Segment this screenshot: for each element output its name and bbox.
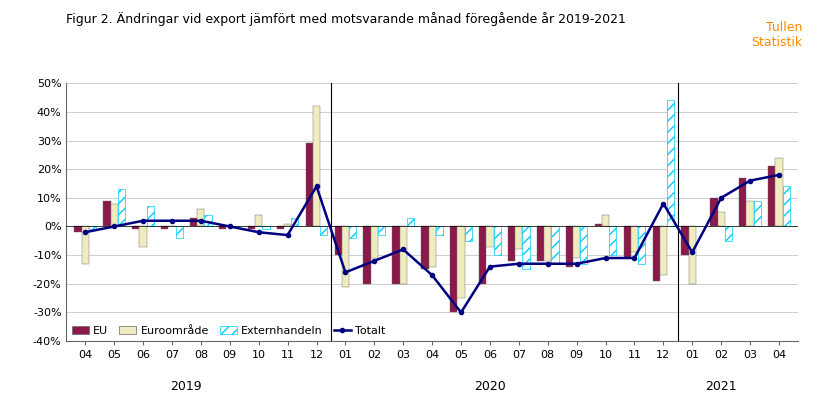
Bar bbox=[89, 226, 96, 229]
Bar bbox=[508, 226, 515, 261]
Bar bbox=[740, 178, 746, 226]
Bar bbox=[363, 226, 371, 284]
Bar bbox=[681, 226, 689, 255]
Bar bbox=[638, 226, 646, 264]
Bar bbox=[783, 186, 789, 226]
Bar bbox=[118, 189, 125, 226]
Bar bbox=[313, 106, 320, 226]
Bar bbox=[378, 226, 385, 235]
Bar bbox=[573, 226, 580, 258]
Bar bbox=[717, 212, 725, 226]
Bar bbox=[400, 226, 407, 284]
Bar bbox=[284, 224, 291, 226]
Bar bbox=[349, 226, 356, 238]
Bar bbox=[407, 218, 414, 226]
Bar bbox=[595, 224, 602, 226]
Bar bbox=[660, 226, 667, 275]
Bar bbox=[457, 226, 465, 298]
Bar bbox=[486, 226, 494, 247]
Bar bbox=[342, 226, 349, 287]
Bar bbox=[580, 226, 588, 264]
Bar bbox=[746, 201, 754, 226]
Bar bbox=[421, 226, 429, 270]
Bar bbox=[161, 226, 169, 229]
Bar bbox=[335, 226, 342, 255]
Text: Tullen
Statistik: Tullen Statistik bbox=[750, 21, 802, 49]
Bar bbox=[392, 226, 400, 284]
Bar bbox=[544, 226, 551, 261]
Bar bbox=[277, 226, 284, 229]
Bar bbox=[450, 226, 457, 312]
Bar bbox=[515, 226, 523, 250]
Text: 2019: 2019 bbox=[170, 380, 202, 393]
Bar bbox=[204, 215, 212, 226]
Bar bbox=[320, 226, 327, 235]
Bar bbox=[197, 209, 204, 226]
Bar bbox=[429, 226, 435, 267]
Bar bbox=[140, 226, 147, 247]
Bar bbox=[689, 226, 696, 284]
Bar bbox=[255, 215, 263, 226]
Bar bbox=[775, 158, 783, 226]
Bar bbox=[566, 226, 573, 267]
Text: 2021: 2021 bbox=[706, 380, 737, 393]
Bar bbox=[479, 226, 486, 284]
Bar bbox=[291, 218, 298, 226]
Bar bbox=[132, 226, 140, 229]
Bar bbox=[609, 226, 617, 255]
Bar bbox=[81, 226, 89, 264]
Bar bbox=[435, 226, 443, 235]
Bar bbox=[263, 226, 269, 229]
Bar bbox=[103, 201, 111, 226]
Bar bbox=[667, 100, 674, 226]
Bar bbox=[190, 218, 197, 226]
Text: Figur 2. Ändringar vid export jämfört med motsvarande månad föregående år 2019-2: Figur 2. Ändringar vid export jämfört me… bbox=[66, 12, 627, 27]
Bar bbox=[175, 226, 183, 238]
Bar bbox=[147, 206, 154, 226]
Text: 2020: 2020 bbox=[474, 380, 506, 393]
Bar bbox=[75, 226, 81, 232]
Bar bbox=[725, 226, 732, 241]
Legend: EU, Euroområde, Externhandeln, Totalt: EU, Euroområde, Externhandeln, Totalt bbox=[72, 326, 386, 336]
Bar bbox=[623, 226, 631, 258]
Bar bbox=[523, 226, 529, 270]
Bar bbox=[494, 226, 501, 255]
Bar bbox=[219, 226, 226, 229]
Bar bbox=[111, 203, 118, 226]
Bar bbox=[371, 226, 378, 258]
Bar bbox=[768, 166, 775, 226]
Bar bbox=[652, 226, 660, 281]
Bar bbox=[711, 198, 717, 226]
Bar bbox=[551, 226, 558, 264]
Bar bbox=[465, 226, 472, 241]
Bar bbox=[631, 226, 638, 252]
Bar bbox=[537, 226, 544, 261]
Bar bbox=[602, 215, 609, 226]
Bar bbox=[248, 226, 255, 229]
Bar bbox=[306, 144, 313, 226]
Bar bbox=[754, 201, 761, 226]
